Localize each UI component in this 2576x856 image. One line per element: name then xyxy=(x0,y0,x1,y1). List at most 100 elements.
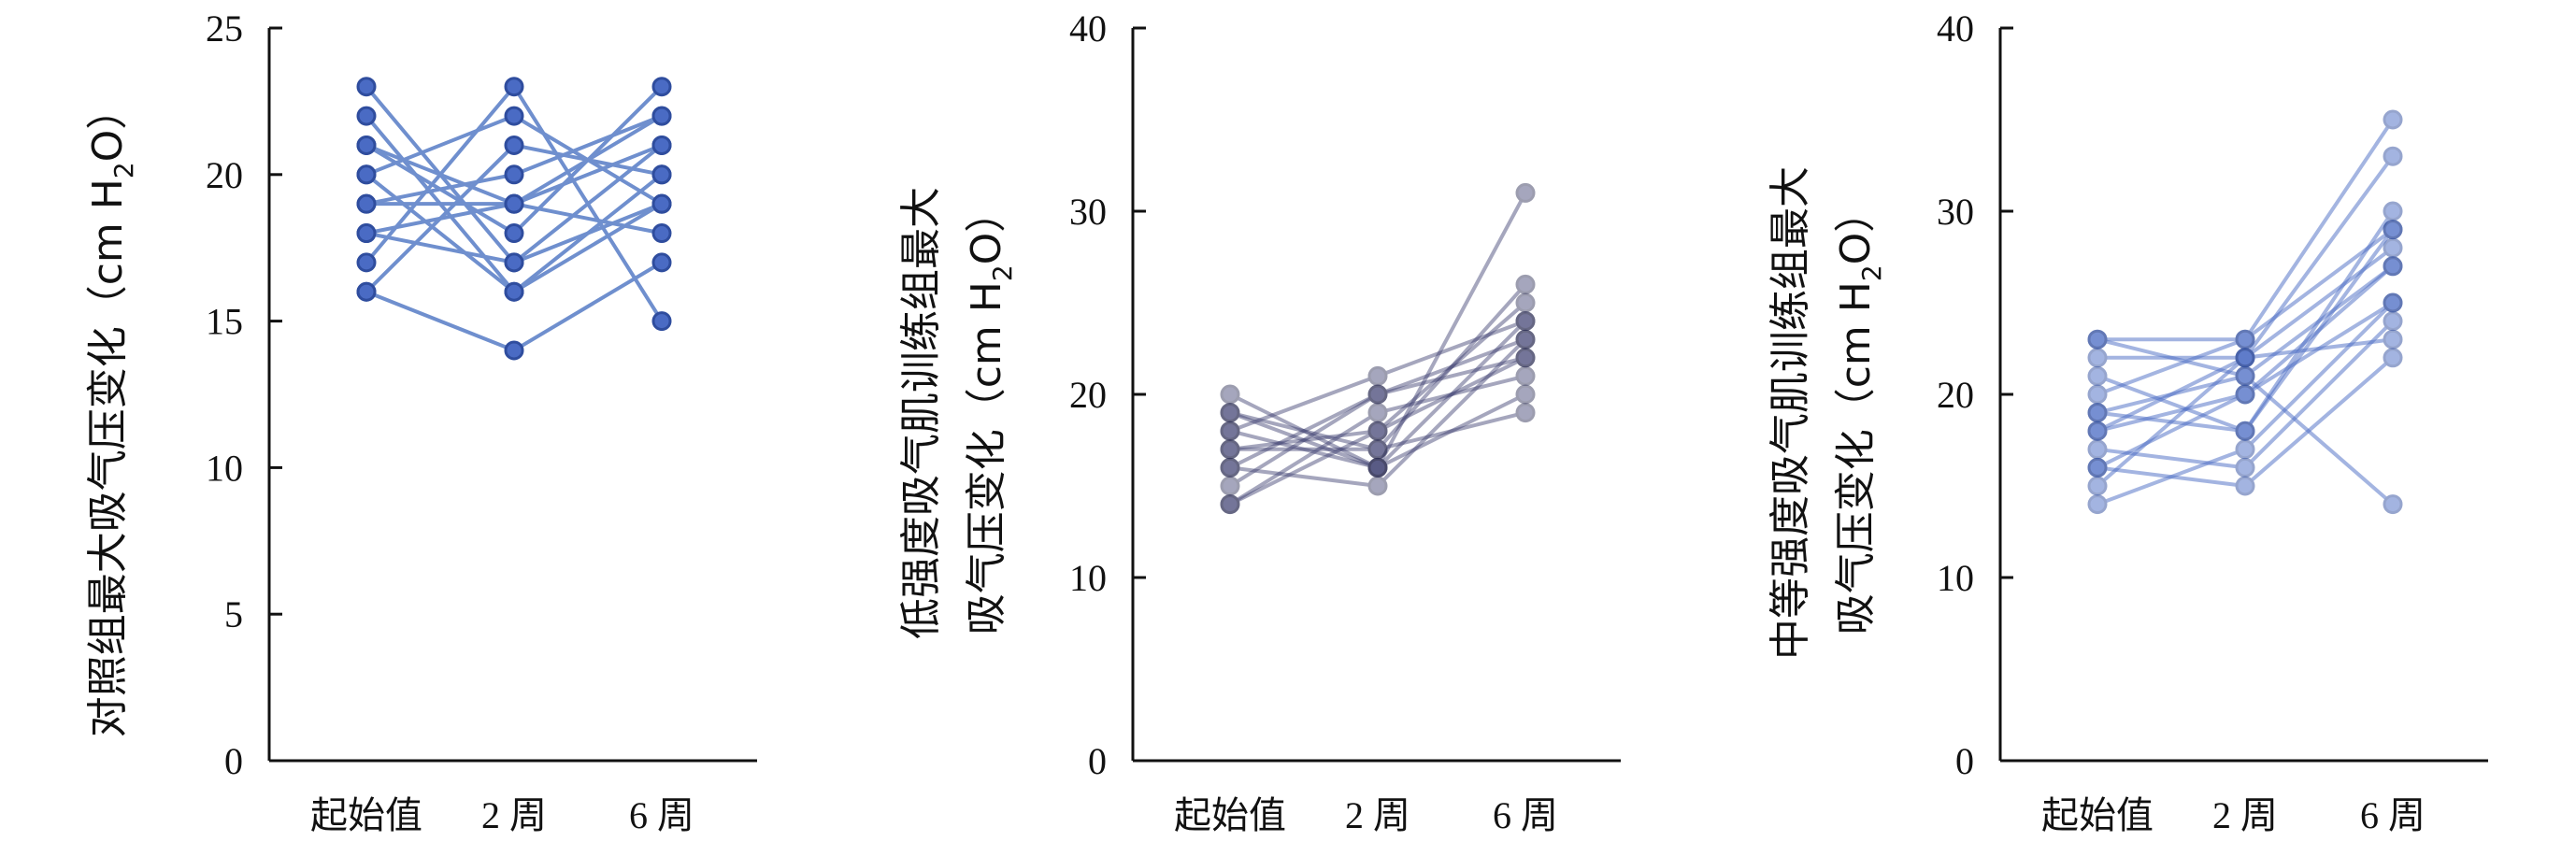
series-11 xyxy=(356,135,672,273)
series-13 xyxy=(2087,329,2403,441)
data-point xyxy=(356,223,377,244)
series-line xyxy=(1228,355,1526,488)
data-point xyxy=(1220,457,1240,478)
series-6 xyxy=(1220,348,1536,496)
data-point xyxy=(1367,421,1388,441)
data-point xyxy=(1515,365,1536,386)
data-point xyxy=(504,340,524,361)
data-point xyxy=(1367,476,1388,496)
data-point xyxy=(1367,365,1388,386)
series-line xyxy=(1229,337,1527,489)
data-point xyxy=(2087,365,2108,386)
y-axis-title-text: 对照组最大吸气压变化（cm H xyxy=(84,178,132,737)
data-point xyxy=(356,193,377,214)
series-line xyxy=(1229,301,1527,451)
y-tick-label: 5 xyxy=(224,593,243,635)
data-point xyxy=(356,281,377,302)
data-point xyxy=(2383,311,2403,332)
y-axis-title-text: 吸气压变化（cm H xyxy=(1832,281,1880,635)
data-point xyxy=(1367,384,1388,405)
data-point xyxy=(1367,439,1388,460)
series-line xyxy=(1229,319,1526,434)
data-point xyxy=(651,252,672,273)
data-point xyxy=(504,164,524,185)
data-point xyxy=(1515,274,1536,294)
data-point xyxy=(504,77,524,97)
y-axis-title-text: O） xyxy=(963,192,1010,265)
series-line xyxy=(1230,410,1526,451)
data-point xyxy=(651,77,672,97)
series-2 xyxy=(1220,274,1536,460)
series-line xyxy=(1228,374,1526,506)
data-point xyxy=(1220,457,1240,478)
data-point xyxy=(1367,384,1388,405)
data-point xyxy=(2087,494,2108,515)
series-1 xyxy=(2087,109,2403,350)
data-point xyxy=(1515,329,1536,350)
x-tick-label: 6 周 xyxy=(1493,794,1558,836)
y-tick-label: 40 xyxy=(1937,7,1974,50)
y-axis-title-subscript: 2 xyxy=(108,162,139,178)
data-point xyxy=(1367,457,1388,478)
data-point xyxy=(1220,421,1240,441)
y-axis-title-subscript: 2 xyxy=(1856,264,1887,281)
y-axis-title: 吸气压变化（cm H2O） xyxy=(1832,192,1887,635)
data-point xyxy=(651,106,672,126)
data-point xyxy=(2087,439,2108,460)
data-point xyxy=(1367,457,1388,478)
y-tick-label: 30 xyxy=(1069,191,1107,233)
x-tick-label: 2 周 xyxy=(2212,794,2278,836)
data-point xyxy=(2087,329,2108,350)
data-point xyxy=(2383,237,2403,258)
data-point xyxy=(1367,421,1388,441)
x-tick-label: 6 周 xyxy=(2360,794,2426,836)
y-tick-label: 25 xyxy=(206,7,243,50)
data-point xyxy=(1367,439,1388,460)
series-7 xyxy=(2087,311,2403,478)
y-axis-title-text: 吸气压变化（cm H xyxy=(963,281,1010,635)
series-3 xyxy=(1220,311,1536,441)
y-axis-title: 吸气压变化（cm H2O） xyxy=(963,192,1018,635)
x-tick-label: 2 周 xyxy=(481,794,547,836)
data-point xyxy=(2383,201,2403,221)
series-5 xyxy=(1220,329,1536,496)
data-point xyxy=(1220,421,1240,441)
data-point xyxy=(1367,457,1388,478)
data-point xyxy=(2383,348,2403,368)
chart-panel-3: 0 10 20 30 40 起始值 2 周 6 周 中等强度吸气肌训练组最大 吸气压变化（cm H… xyxy=(1767,7,2488,836)
data-point xyxy=(504,223,524,244)
data-point xyxy=(504,135,524,155)
data-point xyxy=(1220,403,1240,423)
data-point xyxy=(356,77,377,97)
series-line xyxy=(1229,320,1527,470)
series-line xyxy=(1229,356,1526,506)
y-tick-label: 20 xyxy=(1937,374,1974,416)
series-11 xyxy=(1220,311,1536,478)
y-axis-title-text: 低强度吸气肌训练组最大 xyxy=(897,187,945,639)
data-point xyxy=(651,164,672,185)
data-point xyxy=(2235,476,2255,496)
series-8 xyxy=(1220,384,1536,478)
x-tick-label: 6 周 xyxy=(629,794,694,836)
data-point xyxy=(1220,403,1240,423)
data-point xyxy=(1515,329,1536,350)
chart-panel-1: 0 5 10 15 20 25 起始值 2 周 6 周 对照组最大吸气压变化（cm H2O） xyxy=(84,7,757,836)
y-axis-title: 中等强度吸气肌训练组最大 xyxy=(1767,166,1814,660)
y-tick-label: 0 xyxy=(1955,740,1974,782)
data-point xyxy=(651,311,672,332)
data-point xyxy=(1220,494,1240,515)
series-9 xyxy=(356,252,672,361)
y-tick-label: 40 xyxy=(1069,7,1107,50)
data-point xyxy=(2087,476,2108,496)
data-point xyxy=(2087,403,2108,423)
series-14 xyxy=(2087,256,2403,478)
y-tick-label: 20 xyxy=(206,154,243,196)
data-point xyxy=(356,135,377,155)
data-point xyxy=(651,135,672,155)
data-point xyxy=(2235,457,2255,478)
data-point xyxy=(504,106,524,126)
series-10 xyxy=(2087,292,2403,515)
series-12 xyxy=(356,106,672,214)
